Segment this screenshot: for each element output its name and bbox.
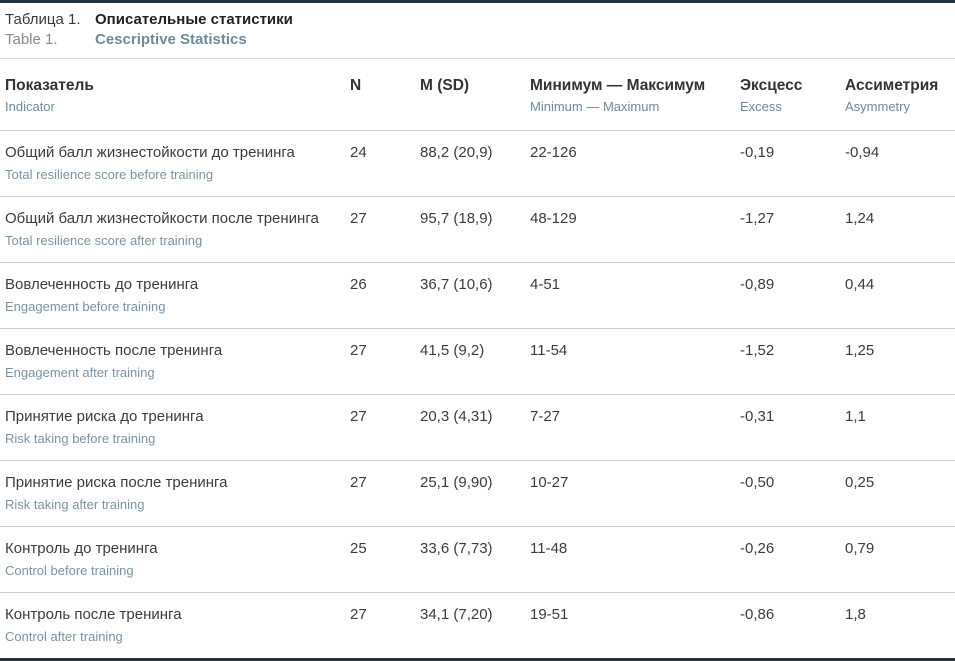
excess-cell: -1,27 [735,196,840,263]
descriptive-statistics-table: Показатель Indicator N M (SD) Минимум — … [0,59,955,658]
column-header-asymmetry-en: Asymmetry [845,99,910,114]
minmax-cell: 10-27 [525,460,735,527]
msd-cell: 20,3 (4,31) [415,394,525,461]
column-header-asymmetry: Ассиметрия Asymmetry [840,59,955,131]
indicator-en: Total resilience score before training [5,167,214,182]
excess-cell: -1,52 [735,328,840,395]
indicator-cell: Вовлеченность до тренинга Engagement bef… [0,262,345,329]
indicator-en: Control before training [5,563,134,578]
minmax-cell: 11-48 [525,526,735,593]
indicator-ru: Общий балл жизнестойкости до тренинга [5,144,295,161]
minmax-cell: 11-54 [525,328,735,395]
column-header-msd-ru: M (SD) [420,77,470,94]
indicator-ru: Принятие риска до тренинга [5,408,204,425]
indicator-ru: Вовлеченность после тренинга [5,342,223,359]
msd-cell: 36,7 (10,6) [415,262,525,329]
indicator-cell: Общий балл жизнестойкости до тренинга To… [0,130,345,197]
msd-cell: 88,2 (20,9) [415,130,525,197]
excess-cell: -0,19 [735,130,840,197]
n-cell: 27 [350,606,367,623]
indicator-en: Risk taking before training [5,431,156,446]
n-cell: 27 [345,460,415,527]
asymmetry-cell: 1,8 [845,606,866,623]
asymmetry-cell: 0,25 [840,460,955,527]
excess-cell: -0,89 [735,262,840,329]
caption-prefix-ru: Таблица 1. [5,11,81,28]
column-header-n: N [345,59,415,131]
asymmetry-cell: 1,1 [840,394,955,461]
indicator-cell: Принятие риска до тренинга Risk taking b… [0,394,345,461]
column-header-excess-ru: Эксцесс [740,77,803,94]
table-row: Общий балл жизнестойкости до тренинга To… [0,130,955,197]
minmax-cell: 22-126 [525,130,735,197]
top-divider [0,0,955,3]
asymmetry-cell: 1,24 [840,196,955,263]
column-header-minmax: Минимум — Максимум Minimum — Maximum [525,59,735,131]
msd-cell: 41,5 (9,2) [415,328,525,395]
table-row: Вовлеченность после тренинга Engagement … [0,328,955,395]
indicator-ru: Общий балл жизнестойкости после тренинга [5,210,319,227]
column-header-n-ru: N [350,77,362,94]
column-header-asymmetry-ru: Ассиметрия [845,77,939,94]
table-row: Вовлеченность до тренинга Engagement bef… [0,262,955,329]
msd-cell: 33,6 (7,73) [415,526,525,593]
caption-prefix-en: Table 1. [5,31,58,48]
indicator-cell: Принятие риска после тренинга Risk takin… [0,460,345,527]
excess-cell: -0,50 [735,460,840,527]
column-header-excess-en: Excess [740,99,782,114]
table-row: Контроль до тренинга Control before trai… [0,526,955,593]
indicator-en: Engagement before training [5,299,166,314]
indicator-cell: Вовлеченность после тренинга Engagement … [0,328,345,395]
column-header-minmax-ru: Минимум — Максимум [530,77,706,94]
asymmetry-cell: 0,44 [840,262,955,329]
indicator-en: Control after training [5,629,123,644]
minmax-cell: 48-129 [525,196,735,263]
table-row: Принятие риска после тренинга Risk takin… [0,460,955,527]
asymmetry-cell: 0,79 [840,526,955,593]
minmax-cell: 7-27 [525,394,735,461]
table-row: Контроль после тренинга Control after tr… [0,593,955,659]
excess-cell: -0,31 [735,394,840,461]
column-header-indicator: Показатель Indicator [0,59,345,131]
indicator-ru: Контроль после тренинга [5,606,182,623]
indicator-ru: Принятие риска после тренинга [5,474,228,491]
indicator-ru: Контроль до тренинга [5,540,158,557]
excess-cell: -0,86 [740,606,775,623]
n-cell: 27 [345,196,415,263]
indicator-ru: Вовлеченность до тренинга [5,276,199,293]
asymmetry-cell: -0,94 [840,130,955,197]
excess-cell: -0,26 [735,526,840,593]
indicator-en: Total resilience score after training [5,233,203,248]
n-cell: 26 [345,262,415,329]
column-header-indicator-ru: Показатель [5,77,94,94]
indicator-cell: Общий балл жизнестойкости после тренинга… [0,196,345,263]
indicator-cell: Контроль после тренинга Control after tr… [0,593,345,659]
msd-cell: 95,7 (18,9) [415,196,525,263]
table-caption: Таблица 1. Описательные статистики Table … [0,3,955,59]
n-cell: 27 [345,328,415,395]
column-header-minmax-en: Minimum — Maximum [530,99,660,114]
minmax-cell: 4-51 [525,262,735,329]
column-header-msd: M (SD) [415,59,525,131]
table-row: Принятие риска до тренинга Risk taking b… [0,394,955,461]
column-header-excess: Эксцесс Excess [735,59,840,131]
caption-title-ru: Описательные статистики [95,11,293,28]
n-cell: 24 [345,130,415,197]
indicator-en: Engagement after training [5,365,155,380]
indicator-en: Risk taking after training [5,497,145,512]
minmax-cell: 19-51 [530,606,569,623]
n-cell: 25 [345,526,415,593]
caption-line-en: Table 1. Cescriptive Statistics [5,30,950,50]
msd-cell: 34,1 (7,20) [420,606,493,623]
asymmetry-cell: 1,25 [840,328,955,395]
table-row: Общий балл жизнестойкости после тренинга… [0,196,955,263]
caption-line-ru: Таблица 1. Описательные статистики [5,10,950,30]
column-header-indicator-en: Indicator [5,99,55,114]
table-header-row: Показатель Indicator N M (SD) Минимум — … [0,59,955,131]
msd-cell: 25,1 (9,90) [415,460,525,527]
caption-title-en: Cescriptive Statistics [95,31,247,48]
n-cell: 27 [345,394,415,461]
indicator-cell: Контроль до тренинга Control before trai… [0,526,345,593]
